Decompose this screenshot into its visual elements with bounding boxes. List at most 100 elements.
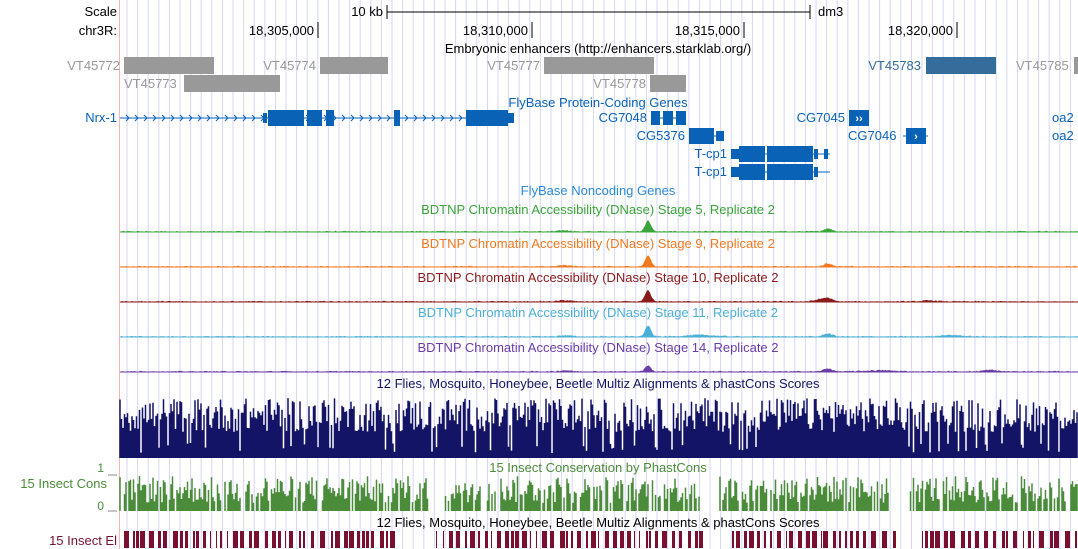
enhancer-label: VT45777 [487, 58, 540, 73]
gene-cg7048[interactable]: CG7048 [599, 110, 686, 125]
gene-exon [466, 110, 508, 126]
phastcons-min-label: 0 [97, 499, 104, 513]
dnase-signal [120, 325, 1078, 337]
ruler-position-2: 18,310,000 [463, 23, 528, 38]
dnase-track-title: BDTNP Chromatin Accessibility (DNase) St… [421, 236, 775, 251]
gene-exon [676, 111, 686, 125]
multiz-alignments-track[interactable]: 12 Flies, Mosquito, Honeybee, Beetle Mul… [119, 376, 1078, 458]
elements-side-label[interactable]: 15 Insect El [49, 533, 117, 548]
enhancer-label: VT45783 [868, 58, 921, 73]
enhancer-block[interactable] [320, 57, 388, 74]
elements-track-title: 12 Flies, Mosquito, Honeybee, Beetle Mul… [377, 515, 820, 530]
gene-label: CG7046 [848, 128, 896, 143]
phastcons-track-title: 15 Insect Conservation by PhastCons [489, 460, 707, 475]
gene-t-cp1-isoform-2[interactable]: T-cp1 [694, 164, 830, 180]
scale-label: Scale [84, 4, 117, 19]
chromosome-label: chr3R: [79, 23, 117, 38]
gene-exon [689, 128, 714, 144]
dnase-signal [120, 365, 1078, 372]
dnase-track-title: BDTNP Chromatin Accessibility (DNase) St… [421, 202, 775, 217]
enhancer-label: VT45772 [67, 58, 120, 73]
conserved-elements-track[interactable]: 12 Flies, Mosquito, Honeybee, Beetle Mul… [49, 515, 1077, 548]
noncoding-track-title: FlyBase Noncoding Genes [521, 183, 676, 198]
gene-label: oa2 [1052, 110, 1074, 125]
enhancer-block[interactable] [184, 75, 280, 92]
gene-label: CG7045 [797, 110, 845, 125]
gene-exon [307, 110, 322, 126]
dnase-track-stage-5[interactable]: BDTNP Chromatin Accessibility (DNase) St… [120, 202, 1078, 233]
gene-exon [906, 128, 926, 144]
ruler-position-1: 18,305,000 [249, 23, 314, 38]
multiz-track-title: 12 Flies, Mosquito, Honeybee, Beetle Mul… [377, 376, 820, 391]
gene-label: T-cp1 [694, 164, 727, 179]
phastcons-conservation-track[interactable]: 15 Insect Conservation by PhastCons 15 I… [20, 460, 1078, 513]
gene-exon [824, 149, 828, 159]
dnase-track-title: BDTNP Chromatin Accessibility (DNase) St… [418, 305, 778, 320]
flybase-noncoding-genes-track[interactable]: FlyBase Noncoding Genes [521, 183, 676, 198]
gene-oa2-isoform-2[interactable]: oa2 [1052, 128, 1074, 143]
gene-label: CG7048 [599, 110, 647, 125]
enhancer-item-vt45773[interactable]: VT45773 [124, 75, 280, 92]
dnase-track-stage-10[interactable]: BDTNP Chromatin Accessibility (DNase) St… [120, 270, 1078, 303]
gene-exon [508, 113, 514, 123]
strand-arrow-icon: ›› [855, 113, 863, 125]
gene-exon [814, 167, 818, 177]
gene-exon [739, 164, 765, 180]
enhancer-item-vt45778[interactable]: VT45778 [593, 75, 686, 92]
gene-exon [814, 149, 818, 159]
enhancer-item-vt45772[interactable]: VT45772 [67, 57, 214, 74]
ruler-position-4: 18,320,000 [888, 23, 953, 38]
gene-exon [263, 113, 267, 123]
phastcons-side-label[interactable]: 15 Insect Cons [20, 476, 107, 491]
gene-oa2-isoform-1[interactable]: oa2 [1052, 110, 1074, 125]
enhancer-block[interactable] [1074, 57, 1078, 74]
strand-arrow-icon: › [914, 131, 918, 143]
conserved-elements-blocks [124, 531, 1077, 548]
scale-value: 10 kb [351, 4, 383, 19]
enhancer-item-vt45785[interactable]: VT45785 [1016, 57, 1078, 74]
gene-exon [716, 131, 724, 141]
enhancer-block[interactable] [124, 57, 214, 74]
gene-label: Nrx-1 [85, 110, 117, 125]
gene-exon [268, 110, 304, 126]
gene-label: oa2 [1052, 128, 1074, 143]
enhancer-block[interactable] [926, 57, 996, 74]
dnase-track-stage-11[interactable]: BDTNP Chromatin Accessibility (DNase) St… [120, 305, 1078, 338]
embryonic-enhancers-track[interactable]: Embryonic enhancers (http://enhancers.st… [67, 41, 1078, 92]
dnase-accessibility-tracks[interactable]: BDTNP Chromatin Accessibility (DNase) St… [120, 202, 1078, 373]
ruler-position-3: 18,315,000 [675, 23, 740, 38]
flybase-protein-coding-genes-track[interactable]: FlyBase Protein-Coding Genes Nrx-1 CG704… [85, 95, 1074, 180]
gene-t-cp1-isoform-1[interactable]: T-cp1 [694, 146, 830, 162]
phastcons-max-label: 1 [97, 461, 104, 475]
gene-exon [651, 111, 660, 125]
gene-cg7046[interactable]: CG7046 › [848, 128, 928, 144]
gene-cg7045[interactable]: CG7045 ›› [797, 110, 869, 126]
enhancer-label: VT45778 [593, 76, 646, 91]
enhancers-track-title: Embryonic enhancers (http://enhancers.st… [445, 41, 751, 56]
dnase-track-stage-14[interactable]: BDTNP Chromatin Accessibility (DNase) St… [120, 340, 1078, 373]
gene-label: CG5376 [637, 128, 685, 143]
gene-cg5376[interactable]: CG5376 [637, 128, 724, 144]
dnase-track-title: BDTNP Chromatin Accessibility (DNase) St… [417, 340, 778, 355]
enhancer-label: VT45774 [263, 58, 316, 73]
enhancer-label: VT45785 [1016, 58, 1069, 73]
dnase-track-title: BDTNP Chromatin Accessibility (DNase) St… [417, 270, 778, 285]
gene-exon [326, 110, 334, 126]
gene-exon [663, 111, 673, 125]
gene-exon [739, 146, 765, 162]
enhancer-block[interactable] [650, 75, 686, 92]
enhancer-block[interactable] [544, 57, 654, 74]
enhancer-item-vt45777[interactable]: VT45777 [487, 57, 654, 74]
protein-coding-track-title: FlyBase Protein-Coding Genes [508, 95, 688, 110]
phastcons-signal [119, 476, 1078, 511]
gene-exon [731, 149, 739, 159]
assembly-label: dm3 [818, 4, 843, 19]
dnase-track-stage-9[interactable]: BDTNP Chromatin Accessibility (DNase) St… [120, 236, 1078, 268]
base-position-ruler[interactable]: Scale 10 kb dm3 chr3R: 18,305,000 18,310… [79, 4, 958, 38]
enhancer-label: VT45773 [124, 76, 177, 91]
gene-nrx-1[interactable]: Nrx-1 [85, 110, 514, 126]
enhancer-item-vt45774[interactable]: VT45774 [263, 57, 388, 74]
enhancer-item-vt45783[interactable]: VT45783 [868, 57, 996, 74]
